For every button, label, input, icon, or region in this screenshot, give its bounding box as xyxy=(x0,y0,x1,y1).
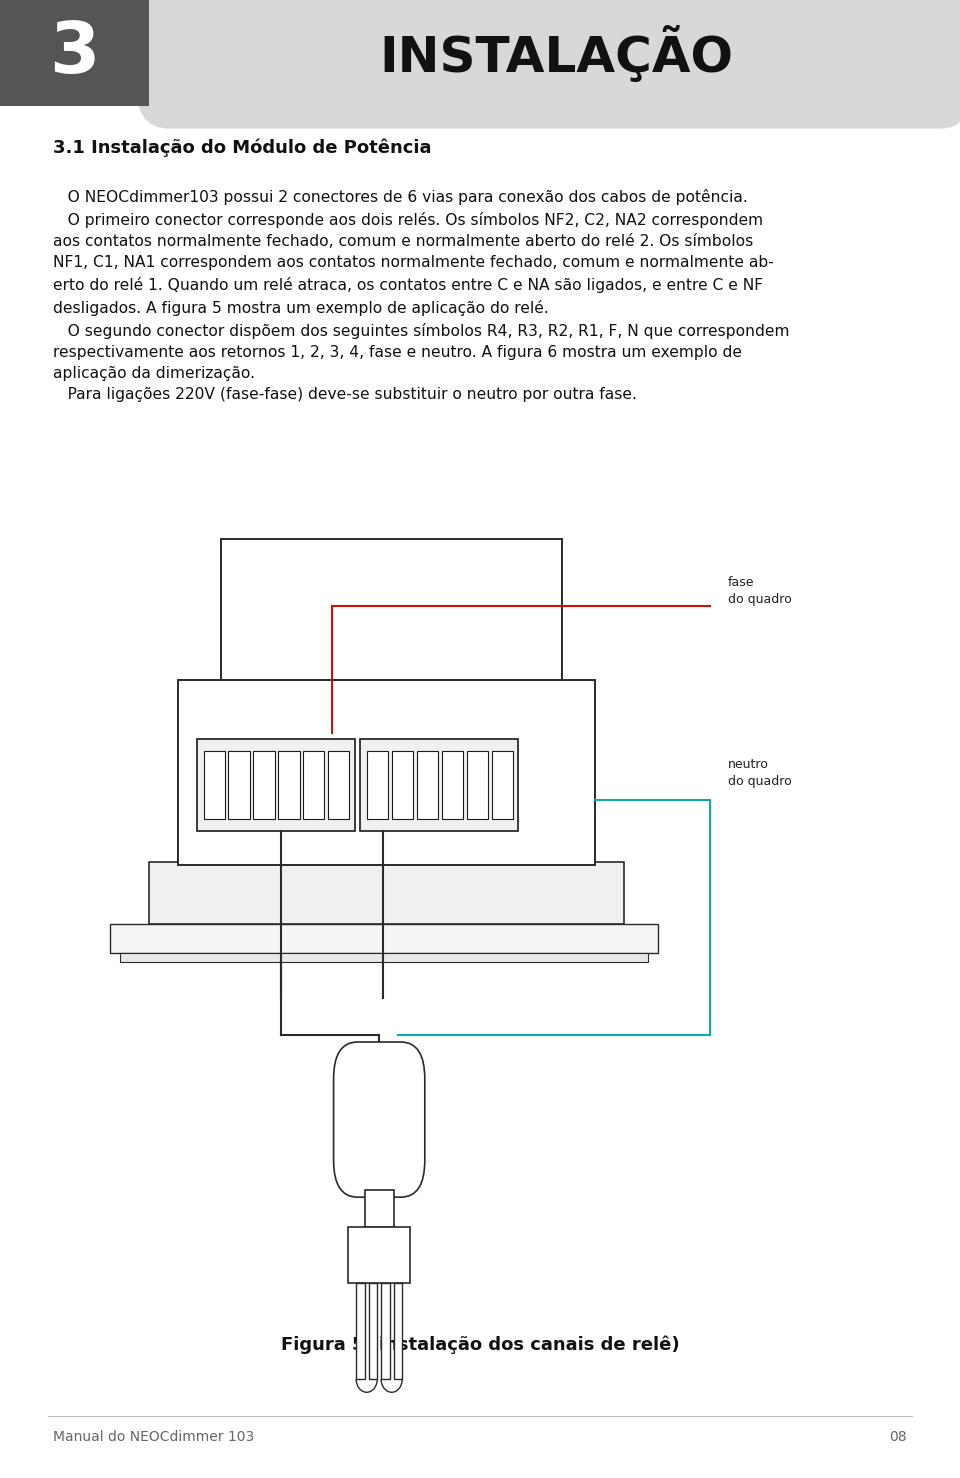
Bar xyxy=(394,1283,402,1379)
Bar xyxy=(178,680,595,865)
Text: 08: 08 xyxy=(890,1429,907,1444)
Bar xyxy=(417,751,438,819)
Bar xyxy=(328,751,349,819)
Bar xyxy=(110,924,658,953)
Bar xyxy=(492,751,513,819)
Text: INSTALAÇÃO: INSTALAÇÃO xyxy=(380,25,733,81)
Bar xyxy=(392,751,413,819)
Bar xyxy=(381,1283,390,1379)
Bar xyxy=(278,751,300,819)
Bar xyxy=(348,1227,411,1283)
Text: Figura 5 (instalação dos canais de relê): Figura 5 (instalação dos canais de relê) xyxy=(280,1336,680,1354)
Bar xyxy=(120,953,648,962)
Text: neutro
do quadro: neutro do quadro xyxy=(728,758,791,788)
Bar xyxy=(442,751,463,819)
FancyBboxPatch shape xyxy=(134,0,960,129)
Bar xyxy=(149,862,624,924)
Bar xyxy=(360,739,518,831)
Bar xyxy=(365,1190,394,1227)
Text: fase
do quadro: fase do quadro xyxy=(728,576,791,606)
Text: 3.1 Instalação do Módulo de Potência: 3.1 Instalação do Módulo de Potência xyxy=(53,139,431,158)
Bar xyxy=(367,751,388,819)
Bar xyxy=(197,739,355,831)
Bar xyxy=(204,751,225,819)
Bar xyxy=(467,751,488,819)
Text: Manual do NEOCdimmer 103: Manual do NEOCdimmer 103 xyxy=(53,1429,254,1444)
Bar xyxy=(253,751,275,819)
Bar xyxy=(221,539,562,687)
FancyBboxPatch shape xyxy=(334,1042,424,1197)
Bar xyxy=(369,1283,377,1379)
Bar xyxy=(356,1283,365,1379)
Text: 3: 3 xyxy=(49,19,99,87)
Bar xyxy=(228,751,250,819)
Text: O NEOCdimmer103 possui 2 conectores de 6 vias para conexão dos cabos de potência: O NEOCdimmer103 possui 2 conectores de 6… xyxy=(53,189,789,402)
Bar xyxy=(303,751,324,819)
Bar xyxy=(0,0,149,106)
